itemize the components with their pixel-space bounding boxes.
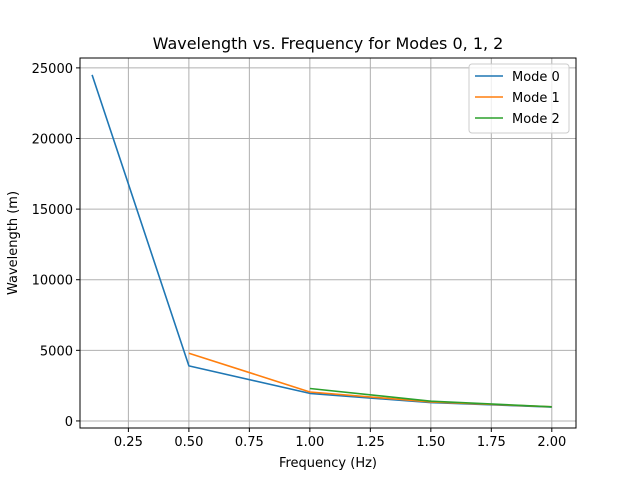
x-tick-label: 2.00	[537, 435, 566, 450]
plot-frame	[79, 57, 577, 429]
y-tick-label: 10000	[32, 274, 73, 289]
legend-label: Mode 0	[512, 70, 560, 85]
legend: Mode 0 Mode 1 Mode 2	[468, 63, 570, 134]
x-tick-label: 1.75	[477, 435, 506, 450]
x-tick-label: 0.25	[114, 435, 143, 450]
x-tick-label: 1.00	[295, 435, 324, 450]
axis-ticks: 0.25 0.50 0.75 1.00 1.25 1.50 1.75 2.00 0 5000 100…	[32, 62, 567, 450]
y-tick-label: 25000	[32, 62, 73, 77]
chart-title: Wavelength vs. Frequency for Modes 0, 1,…	[153, 34, 504, 53]
y-tick-label: 15000	[32, 203, 73, 218]
series-line-mode-2	[309, 387, 552, 408]
y-tick-label: 0	[65, 415, 73, 430]
legend-label: Mode 2	[512, 112, 560, 127]
x-tick-label: 1.50	[416, 435, 445, 450]
y-axis-label: Wavelength (m)	[6, 191, 21, 295]
legend-label: Mode 1	[512, 91, 560, 106]
x-tick-label: 0.50	[174, 435, 203, 450]
legend-box	[468, 63, 570, 134]
x-tick-label: 1.25	[356, 435, 385, 450]
y-tick-label: 20000	[32, 132, 73, 147]
x-axis-label: Frequency (Hz)	[279, 456, 377, 471]
series-lines	[91, 74, 552, 408]
x-tick-label: 0.75	[235, 435, 264, 450]
y-tick-label: 5000	[40, 344, 73, 359]
